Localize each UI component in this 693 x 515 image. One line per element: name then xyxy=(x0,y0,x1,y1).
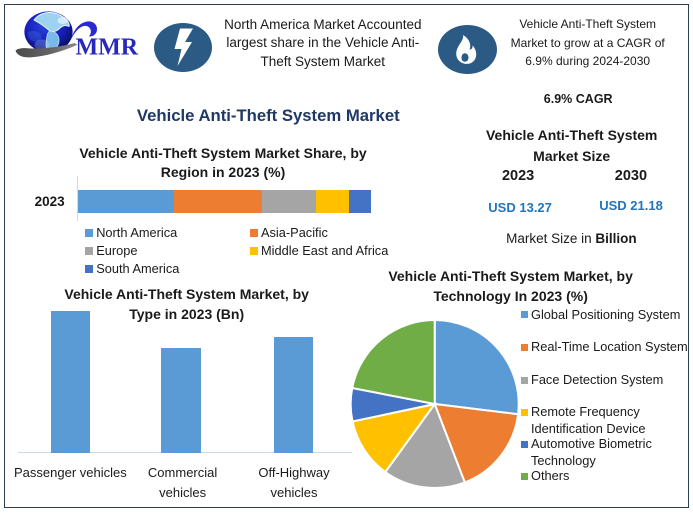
svg-text:MMR: MMR xyxy=(76,35,139,61)
